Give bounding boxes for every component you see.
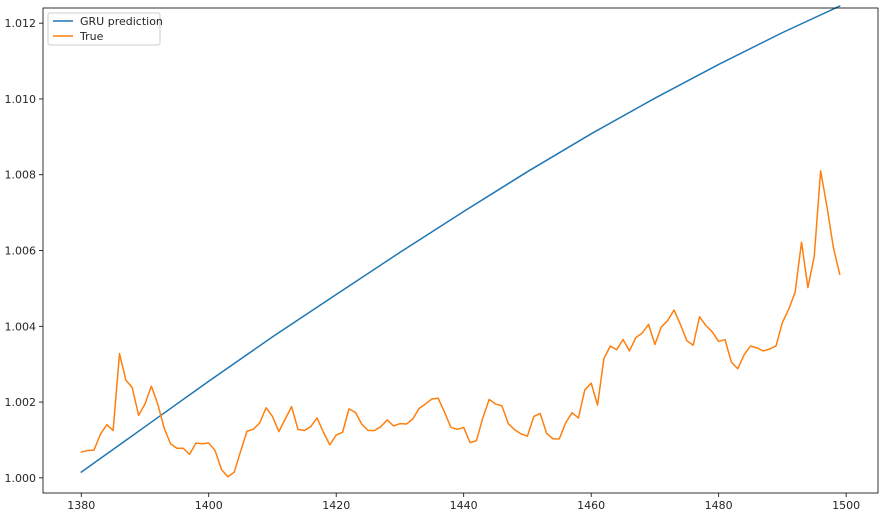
y-tick-label: 1.008 xyxy=(5,169,37,182)
x-tick-label: 1460 xyxy=(577,499,605,512)
plot-area xyxy=(80,5,841,478)
x-tick-label: 1440 xyxy=(450,499,478,512)
y-tick-label: 1.004 xyxy=(5,320,37,333)
series-line-true xyxy=(80,170,841,478)
x-tick-label: 1420 xyxy=(322,499,350,512)
y-tick-label: 1.006 xyxy=(5,245,37,258)
legend-frame xyxy=(47,12,161,46)
legend-label-gru-prediction: GRU prediction xyxy=(80,15,163,28)
y-tick-label: 1.002 xyxy=(5,396,37,409)
legend: GRU prediction True xyxy=(47,12,163,46)
axes: 1380 1400 1420 1440 1460 1480 1500 1.000 1.002 1.… xyxy=(5,7,879,512)
x-tick-label: 1500 xyxy=(832,499,860,512)
series-line-gru-prediction xyxy=(80,5,841,473)
x-tick-label: 1400 xyxy=(195,499,223,512)
y-tick-label: 1.000 xyxy=(5,472,37,485)
x-tick-label: 1480 xyxy=(705,499,733,512)
y-tick-label: 1.012 xyxy=(5,17,37,30)
x-tick-label: 1380 xyxy=(67,499,95,512)
y-tick-label: 1.010 xyxy=(5,93,37,106)
legend-label-true: True xyxy=(79,30,104,43)
